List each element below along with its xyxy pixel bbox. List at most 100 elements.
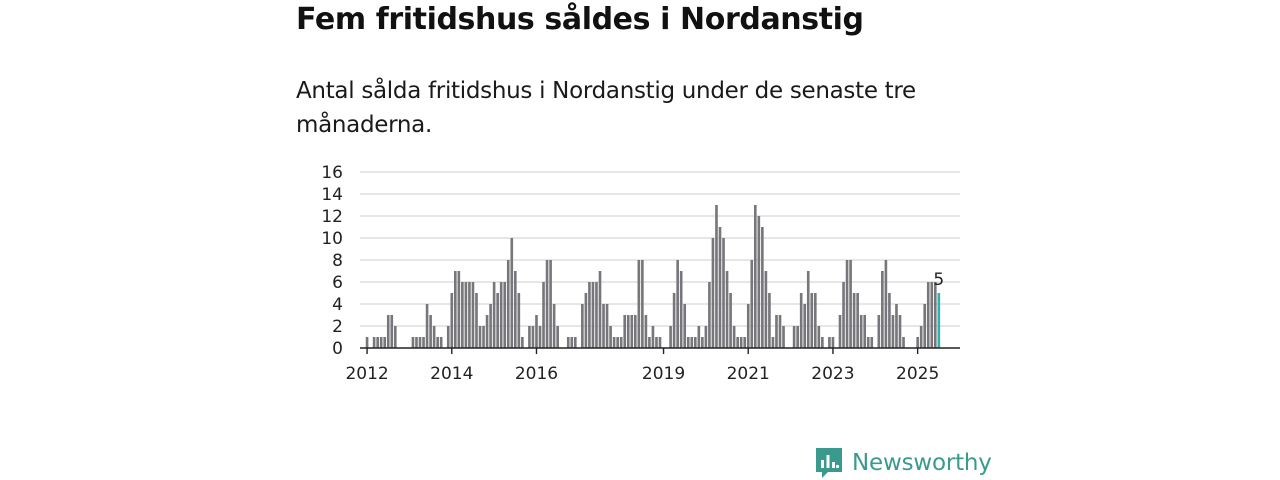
bar bbox=[499, 282, 503, 348]
bar bbox=[376, 337, 379, 348]
bar bbox=[457, 271, 461, 348]
bar bbox=[690, 337, 694, 348]
bar bbox=[485, 315, 489, 348]
bar bbox=[693, 337, 697, 348]
x-tick-label: 2021 bbox=[727, 364, 770, 384]
bar bbox=[916, 337, 919, 348]
bar bbox=[531, 326, 535, 348]
bar bbox=[658, 337, 662, 348]
bar bbox=[775, 315, 778, 348]
bar bbox=[415, 337, 418, 348]
bar bbox=[736, 337, 739, 348]
bar bbox=[930, 282, 934, 348]
y-tick-label: 2 bbox=[332, 317, 343, 337]
bar bbox=[686, 337, 690, 348]
bar bbox=[768, 293, 771, 348]
bar bbox=[602, 304, 605, 348]
bar bbox=[598, 271, 602, 348]
bar bbox=[521, 337, 524, 348]
bar bbox=[513, 271, 517, 348]
bar bbox=[708, 282, 711, 348]
bar bbox=[591, 282, 595, 348]
bar bbox=[792, 326, 796, 348]
bar bbox=[510, 238, 514, 348]
bar bbox=[676, 260, 679, 348]
bar bbox=[697, 326, 701, 348]
bar bbox=[517, 293, 521, 348]
bar bbox=[655, 337, 658, 348]
bar bbox=[683, 304, 687, 348]
bar bbox=[651, 326, 655, 348]
bar bbox=[852, 293, 856, 348]
data-label: 5 bbox=[933, 270, 944, 290]
y-tick-label: 8 bbox=[332, 251, 343, 271]
bar bbox=[753, 205, 757, 348]
chart-title: Fem fritidshus såldes i Nordanstig bbox=[296, 2, 864, 37]
bar bbox=[542, 282, 545, 348]
bar bbox=[453, 271, 457, 348]
bar bbox=[926, 282, 930, 348]
bar bbox=[782, 326, 785, 348]
bar bbox=[799, 293, 803, 348]
y-tick-label: 6 bbox=[332, 273, 343, 293]
bar bbox=[831, 337, 835, 348]
bar bbox=[884, 260, 888, 348]
bar bbox=[588, 282, 591, 348]
bar bbox=[528, 326, 531, 348]
bar bbox=[506, 260, 510, 348]
bar bbox=[746, 304, 750, 348]
bar bbox=[538, 326, 542, 348]
bar bbox=[842, 282, 845, 348]
bar bbox=[489, 304, 492, 348]
bar bbox=[725, 271, 729, 348]
bar bbox=[919, 326, 923, 348]
bar bbox=[895, 304, 898, 348]
bar bbox=[432, 326, 436, 348]
bar bbox=[623, 315, 627, 348]
bar bbox=[859, 315, 863, 348]
bar bbox=[429, 315, 432, 348]
bar bbox=[616, 337, 619, 348]
x-tick-label: 2014 bbox=[430, 364, 473, 384]
bar bbox=[729, 293, 732, 348]
y-tick-label: 10 bbox=[321, 229, 343, 249]
y-tick-label: 0 bbox=[332, 339, 343, 359]
bar bbox=[764, 271, 768, 348]
bar bbox=[556, 326, 559, 348]
bar bbox=[492, 282, 496, 348]
newsworthy-logo[interactable]: Newsworthy bbox=[814, 446, 992, 480]
bar bbox=[446, 326, 450, 348]
bar bbox=[644, 315, 648, 348]
bar bbox=[771, 337, 775, 348]
x-tick-label: 2016 bbox=[515, 364, 558, 384]
bar bbox=[633, 315, 637, 348]
bar bbox=[584, 293, 588, 348]
bar bbox=[418, 337, 422, 348]
bar bbox=[436, 337, 439, 348]
bar bbox=[739, 337, 743, 348]
bar bbox=[679, 271, 683, 348]
bar bbox=[821, 337, 824, 348]
bar bbox=[849, 260, 852, 348]
bar bbox=[796, 326, 799, 348]
bar bbox=[425, 304, 429, 348]
bar bbox=[612, 337, 616, 348]
y-tick-label: 14 bbox=[321, 185, 343, 205]
bar bbox=[535, 315, 538, 348]
bar bbox=[778, 315, 782, 348]
bar bbox=[750, 260, 754, 348]
bar bbox=[475, 293, 478, 348]
bar bbox=[711, 238, 715, 348]
bar bbox=[891, 315, 895, 348]
bar bbox=[732, 326, 736, 348]
bar bbox=[902, 337, 905, 348]
bar bbox=[626, 315, 630, 348]
bar bbox=[482, 326, 485, 348]
bar bbox=[813, 293, 817, 348]
bar bbox=[648, 337, 651, 348]
bar bbox=[496, 293, 499, 348]
x-tick-label: 2023 bbox=[811, 364, 854, 384]
bar bbox=[641, 260, 644, 348]
bar-highlight bbox=[937, 293, 941, 348]
